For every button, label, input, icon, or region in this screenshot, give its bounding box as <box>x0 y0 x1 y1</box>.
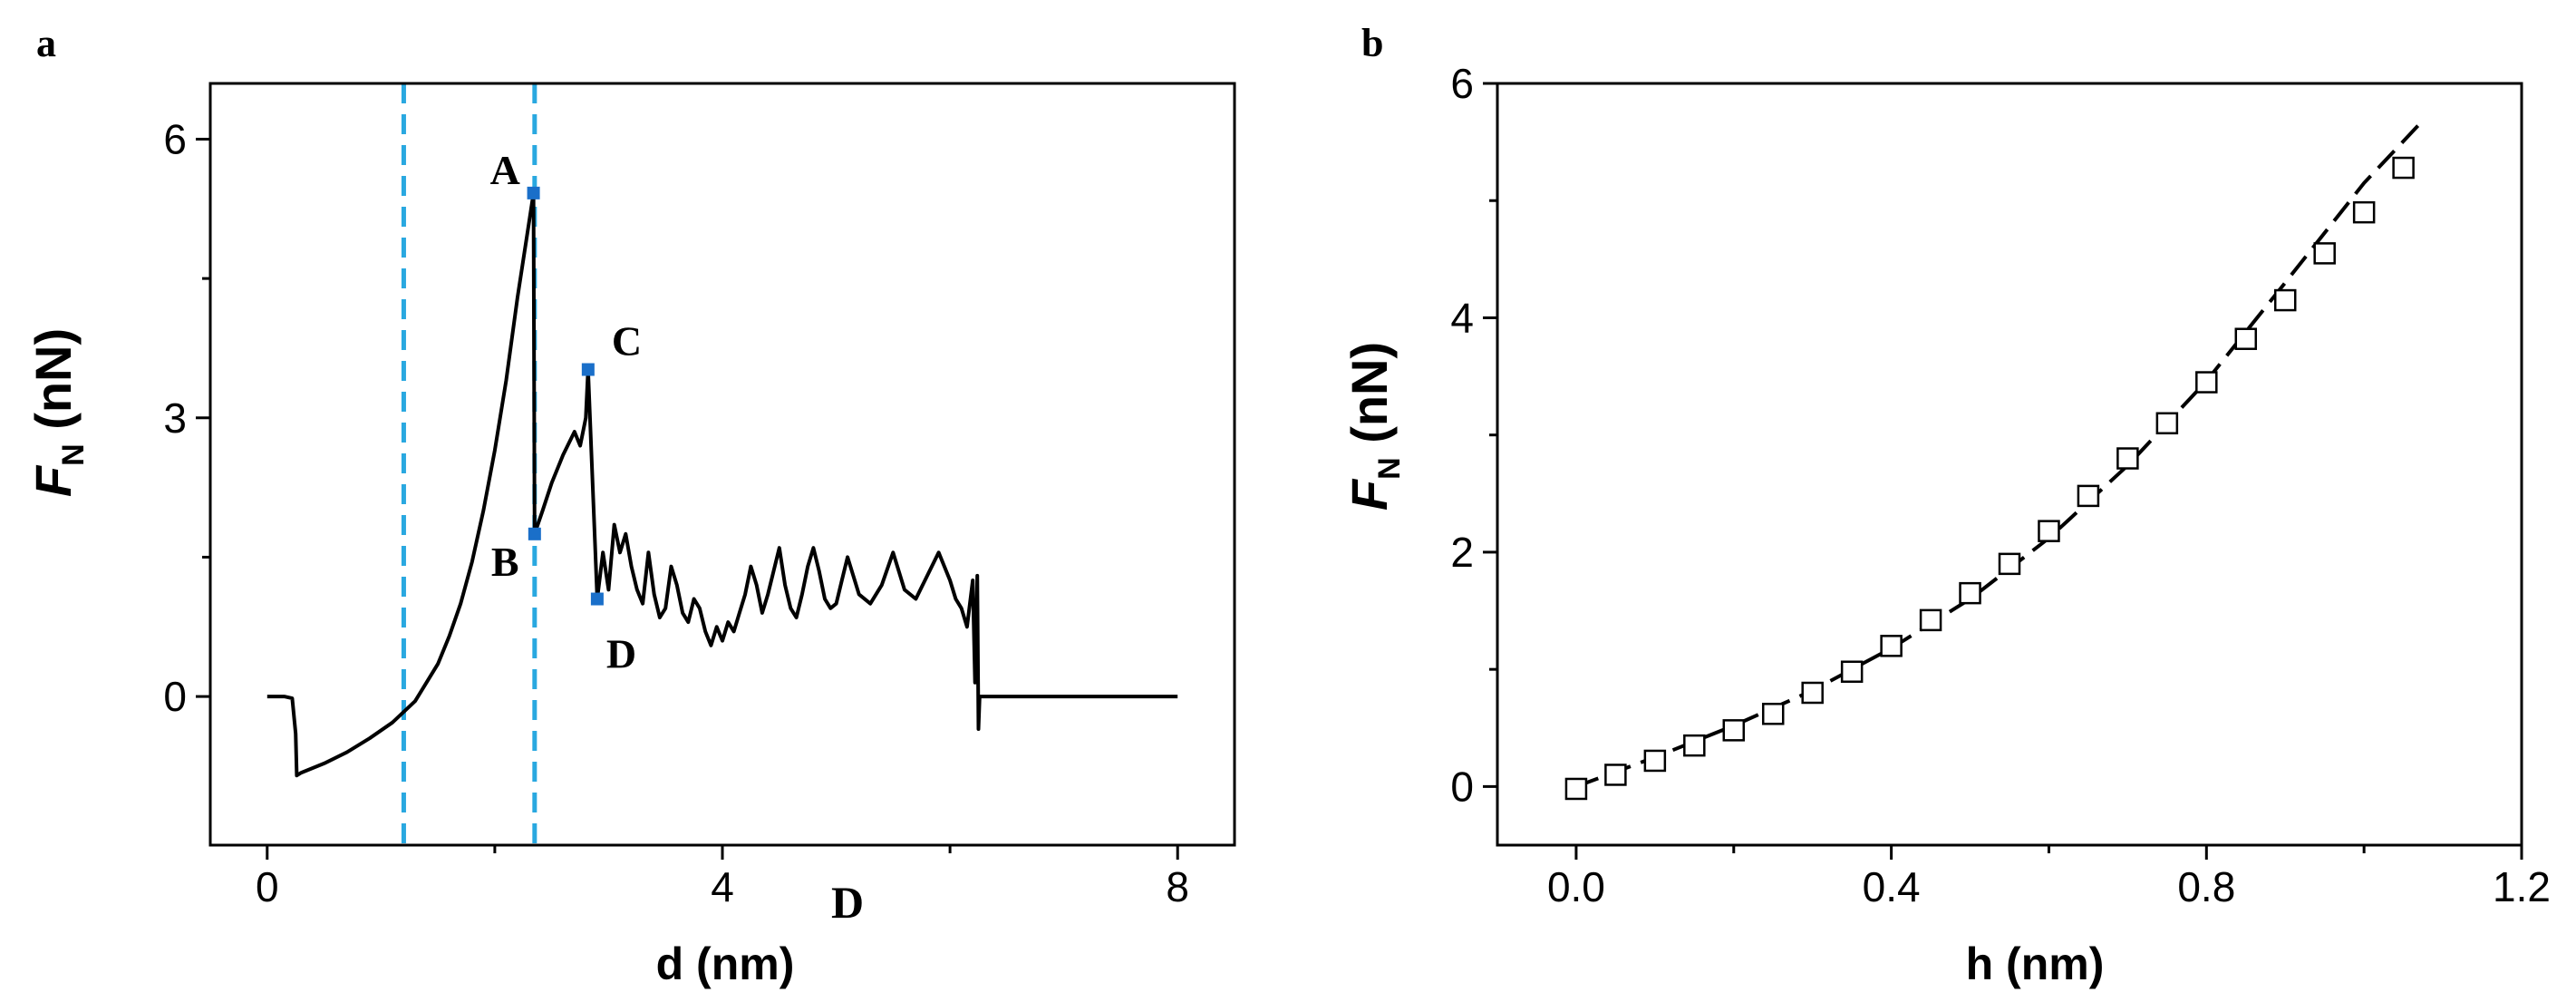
panel-b-plot-area <box>1564 122 2421 801</box>
panel-b-y-tick-label: 0 <box>1450 763 1474 810</box>
panel-b-fit-line <box>1575 122 2421 789</box>
panel-b-data-point <box>1919 608 1942 632</box>
panel-b-data-point <box>2313 242 2336 265</box>
panel-a-point-c-label: C <box>612 318 642 365</box>
panel-a-stray-label: D <box>831 877 864 928</box>
panel-b-data-point <box>1643 749 1667 773</box>
panel-b: b 0.0 0.4 0.8 1.2 0 2 4 6 h (nm) FN (nN) <box>1341 21 2551 989</box>
panel-b-data-point <box>1959 581 1981 605</box>
panel-a-point-d-label: D <box>606 631 636 677</box>
panel-a-frame <box>208 82 1236 847</box>
panel-a-y-tick-label: 3 <box>163 394 187 442</box>
panel-a-point-d-marker <box>590 592 604 606</box>
panel-b-data-point <box>2038 520 2060 542</box>
panel-b-data-point <box>1761 703 1785 725</box>
panel-b-x-tick-label: 1.2 <box>2493 863 2551 910</box>
panel-b-data-point <box>1604 764 1627 786</box>
panel-a-y-axis-label: FN (nN) <box>24 328 91 497</box>
panel-a-x-axis-label: d (nm) <box>656 939 795 989</box>
panel-b-data-point <box>1683 734 1706 757</box>
panel-b-y-label-unit: (nN) <box>1341 342 1398 458</box>
panel-b-data-point <box>1801 681 1824 705</box>
panel-b-data-point <box>2155 412 2179 435</box>
panel-b-x-tick-label: 0.4 <box>1863 863 1921 910</box>
panel-b-data-point <box>1722 719 1746 742</box>
panel-a: a A B C D 0 4 8 0 3 6 d (nm) D FN (nN) <box>24 21 1236 989</box>
panel-a-point-b-marker <box>528 527 541 540</box>
panel-a-point-b-label: B <box>491 539 519 585</box>
panel-a-x-tick-label: 8 <box>1166 863 1189 910</box>
panel-b-y-axis-label: FN (nN) <box>1341 342 1407 511</box>
panel-b-data-point <box>2392 156 2415 180</box>
panel-b-y-tick-label: 2 <box>1450 529 1474 576</box>
panel-b-y-tick-label: 6 <box>1450 60 1474 107</box>
panel-b-x-tick-label: 0.0 <box>1547 863 1605 910</box>
panel-b-axes: 0.0 0.4 0.8 1.2 0 2 4 6 <box>1450 60 2551 910</box>
panel-b-y-label-subscript: N <box>1372 457 1407 480</box>
panel-a-point-c-marker <box>581 363 595 376</box>
panel-a-x-tick-label: 0 <box>256 863 279 910</box>
panel-a-force-curve <box>266 190 1178 778</box>
panel-a-label: a <box>36 21 56 65</box>
panel-b-data-point <box>2352 200 2376 224</box>
panel-a-point-a-marker <box>527 186 540 199</box>
panel-b-data-point <box>1880 635 1903 657</box>
panel-a-y-label-subscript: N <box>56 443 91 466</box>
panel-b-data-point <box>2234 327 2258 350</box>
panel-a-y-tick-label: 6 <box>163 115 187 162</box>
panel-b-data-point <box>1840 660 1864 683</box>
panel-b-data-point <box>2195 371 2218 394</box>
panel-b-data-point <box>1564 777 1588 801</box>
panel-b-x-tick-label: 0.8 <box>2177 863 2235 910</box>
panel-a-point-a-label: A <box>490 147 520 193</box>
panel-b-frame <box>1496 82 2523 847</box>
panel-b-y-label-symbol: F <box>1341 478 1398 511</box>
panel-b-data-point <box>2273 288 2297 312</box>
panel-a-y-label-symbol: F <box>24 464 82 497</box>
panel-a-axes: 0 4 8 0 3 6 <box>163 82 1236 910</box>
panel-b-data-point <box>2116 447 2139 470</box>
panel-a-y-tick-label: 0 <box>163 673 187 720</box>
panel-b-label: b <box>1361 21 1383 65</box>
panel-a-x-tick-label: 4 <box>711 863 734 910</box>
panel-a-y-label-unit: (nN) <box>24 328 82 444</box>
panel-b-data-point <box>1998 552 2021 576</box>
panel-a-plot-area: A B C D <box>266 83 1178 845</box>
panel-b-y-tick-label: 4 <box>1450 294 1474 341</box>
panel-b-x-axis-label: h (nm) <box>1966 939 2105 989</box>
panel-b-data-point <box>2077 484 2100 508</box>
